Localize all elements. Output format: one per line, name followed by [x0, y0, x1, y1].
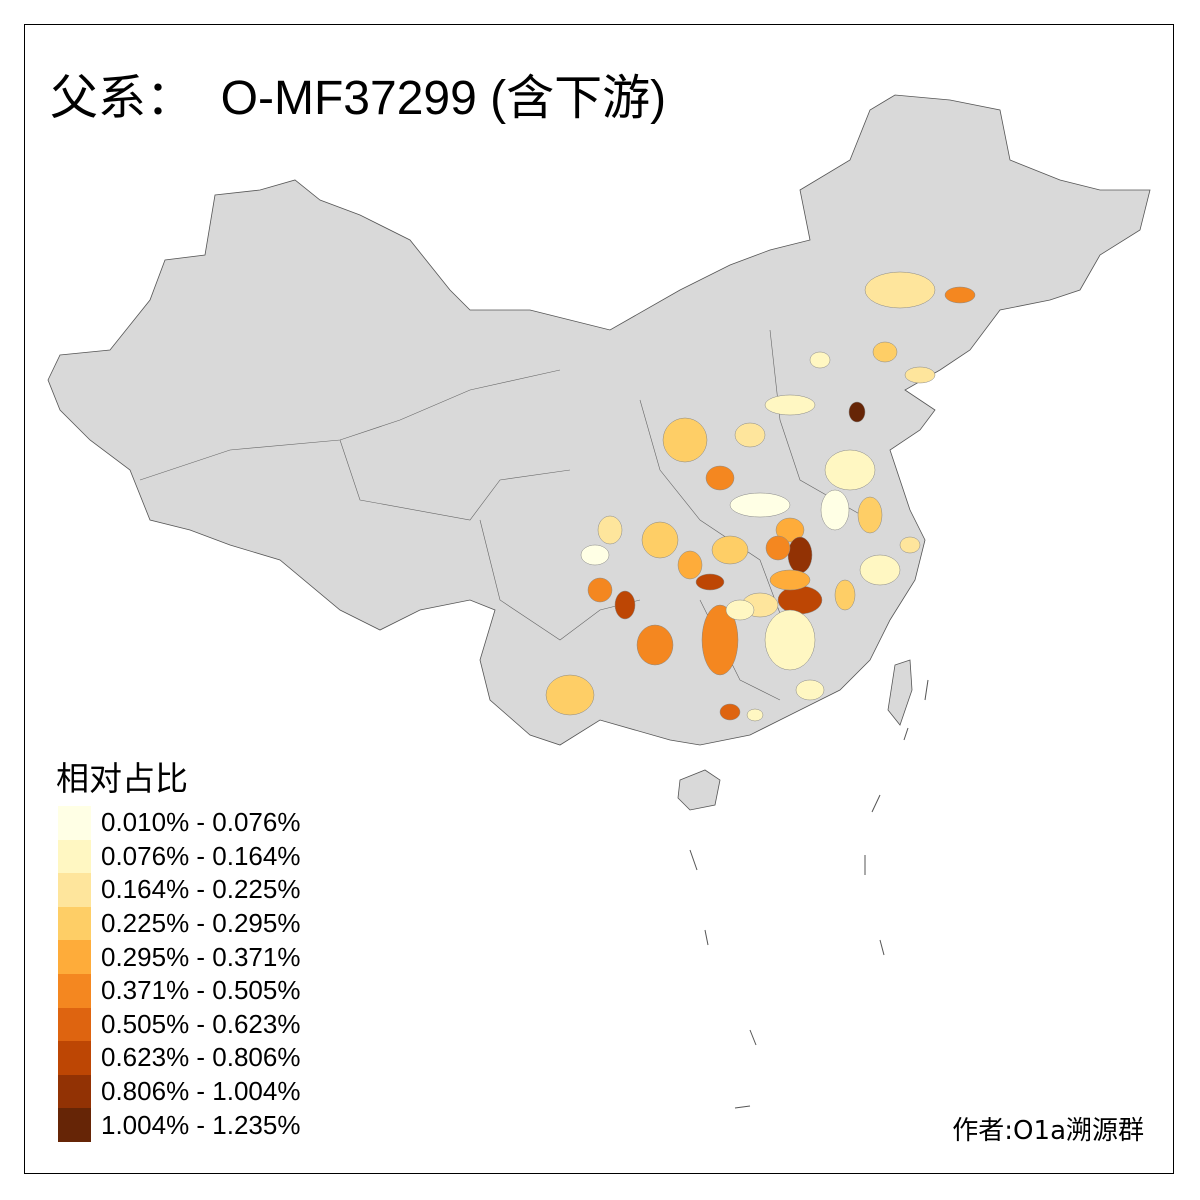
prefecture-region	[765, 535, 791, 561]
legend-item: 0.010% - 0.076%	[58, 806, 300, 840]
legend-item: 0.225% - 0.295%	[58, 906, 301, 941]
prefecture-region	[587, 577, 613, 603]
legend-item: 0.623% - 0.806%	[58, 1041, 300, 1075]
legend-swatch	[58, 873, 91, 907]
legend-item: 0.806% - 1.004%	[58, 1074, 301, 1109]
prefecture-region	[777, 585, 823, 615]
prefecture-region	[701, 604, 739, 676]
legend: 0.010% - 0.076% 0.076% - 0.164% 0.164% - 0…	[58, 806, 300, 1142]
prefecture-region	[746, 708, 764, 722]
legend-item: 0.076% - 0.164%	[58, 839, 301, 874]
legend-label: 0.010% - 0.076%	[101, 807, 301, 838]
prefecture-region	[719, 703, 741, 721]
legend-item: 0.505% - 0.623%	[58, 1007, 301, 1042]
legend-swatch	[58, 1108, 91, 1142]
prefecture-region	[711, 535, 749, 565]
prefecture-region	[809, 351, 831, 369]
prefecture-region	[725, 599, 755, 621]
legend-swatch	[58, 973, 91, 1008]
legend-label: 0.371% - 0.505%	[101, 975, 301, 1006]
prefecture-region	[834, 579, 856, 611]
prefecture-region	[787, 536, 813, 574]
prefecture-region	[857, 496, 883, 534]
prefecture-region	[775, 517, 805, 543]
china-landmass	[47, 94, 1151, 746]
prefecture-region	[795, 679, 825, 701]
prefecture-region	[824, 449, 876, 491]
legend-swatch	[58, 1074, 91, 1109]
legend-item: 1.004% - 1.235%	[58, 1108, 300, 1142]
legend-swatch	[58, 906, 91, 941]
prefecture-region	[597, 515, 623, 545]
prefecture-region	[662, 417, 708, 463]
legend-swatch	[58, 839, 91, 874]
taiwan-island	[887, 659, 913, 726]
author-credit: 作者:O1a溯源群	[952, 1116, 1144, 1146]
legend-item: 0.164% - 0.225%	[58, 873, 300, 907]
legend-label: 0.225% - 0.295%	[101, 908, 301, 939]
prefecture-region	[695, 573, 725, 591]
prefecture-region	[864, 271, 936, 309]
prefecture-region	[614, 590, 636, 620]
prefecture-region	[729, 492, 791, 518]
legend-label: 0.505% - 0.623%	[101, 1008, 301, 1039]
prefecture-region	[764, 394, 816, 416]
prefecture-region	[899, 536, 921, 554]
prefecture-region	[705, 465, 735, 491]
prefecture-region	[820, 489, 850, 531]
legend-label: 1.004% - 1.235%	[101, 1109, 301, 1140]
legend-label: 0.164% - 0.225%	[101, 874, 301, 905]
prefecture-region	[545, 674, 595, 716]
prefecture-region	[734, 422, 766, 448]
prefecture-region	[848, 401, 866, 423]
legend-swatch	[58, 1007, 91, 1042]
prefecture-region	[636, 624, 674, 666]
hainan-island	[677, 769, 721, 811]
legend-swatch	[58, 940, 91, 974]
prefecture-region	[764, 609, 816, 671]
province-borders	[139, 329, 871, 701]
prefecture-region	[769, 569, 811, 591]
map-frame	[24, 24, 1174, 1174]
legend-item: 0.371% - 0.505%	[58, 973, 301, 1008]
south-china-sea-islands	[689, 679, 929, 1109]
prefecture-region	[904, 366, 936, 384]
prefecture-region	[641, 521, 679, 559]
legend-label: 0.623% - 0.806%	[101, 1042, 301, 1073]
legend-title: 相对占比	[56, 759, 188, 798]
prefecture-region	[944, 286, 976, 304]
legend-label: 0.295% - 0.371%	[101, 941, 301, 972]
legend-item: 0.295% - 0.371%	[58, 940, 300, 974]
prefecture-region	[580, 544, 610, 566]
legend-label: 0.076% - 0.164%	[101, 840, 301, 871]
prefecture-region	[677, 550, 703, 580]
prefecture-region	[859, 554, 901, 586]
legend-swatch	[58, 1041, 91, 1075]
legend-swatch	[58, 806, 91, 840]
legend-label: 0.806% - 1.004%	[101, 1076, 301, 1107]
prefecture-region	[872, 341, 898, 363]
map-title: 父系： O-MF37299 (含下游)	[50, 72, 667, 125]
